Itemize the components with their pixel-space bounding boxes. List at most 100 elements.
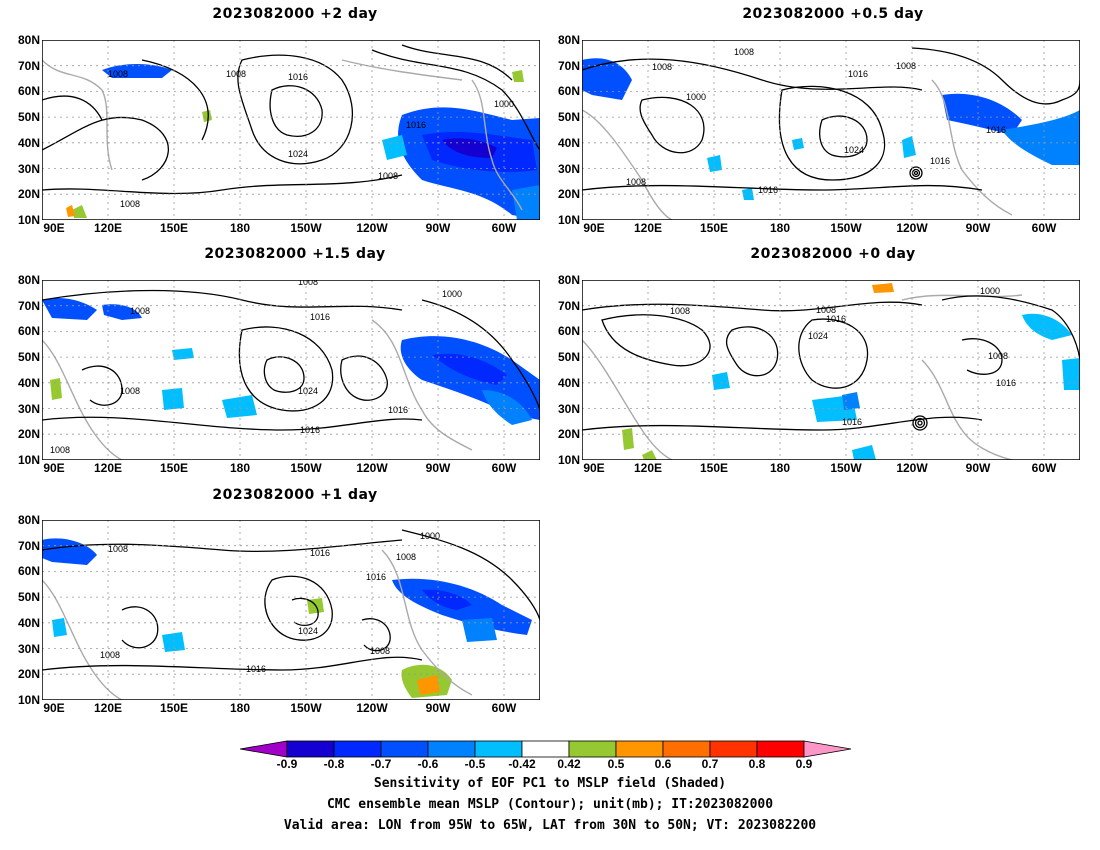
lat-tick-label: 60N bbox=[17, 84, 40, 99]
sensitivity-shading bbox=[582, 58, 1080, 200]
colorbar-swatch bbox=[380, 740, 429, 758]
colorbar-tick-label: -0.7 bbox=[370, 757, 392, 771]
lon-tick-label: 90E bbox=[583, 221, 605, 235]
isobar-label: 1008 bbox=[896, 61, 916, 71]
lat-tick-label: 70N bbox=[557, 298, 580, 313]
colorbar-swatch bbox=[568, 740, 617, 758]
lat-tick-label: 80N bbox=[17, 513, 40, 527]
lon-tick-label: 120E bbox=[93, 701, 123, 715]
lon-tick-label: 180 bbox=[769, 221, 791, 235]
colorbar-swatch bbox=[756, 740, 805, 758]
isobar-label: 1016 bbox=[300, 425, 320, 435]
lat-tick-label: 30N bbox=[17, 161, 40, 176]
lon-tick-label: 60W bbox=[491, 701, 517, 715]
map-panel-plus15: 1008 1016 1000 1008 1024 1016 1016 1008 … bbox=[42, 280, 540, 460]
isobar-label: 1016 bbox=[986, 125, 1006, 135]
lat-tick-label: 60N bbox=[557, 324, 580, 339]
caption-line-1: Sensitivity of EOF PC1 to MSLP field (Sh… bbox=[373, 776, 727, 791]
coastlines bbox=[42, 319, 473, 460]
lon-tick-label: 90W bbox=[425, 701, 451, 715]
isobar-label: 1016 bbox=[996, 378, 1016, 388]
isobar-label: 1016 bbox=[246, 664, 266, 674]
lon-tick-label: 150W bbox=[290, 221, 322, 235]
lon-tick-label: 60W bbox=[1031, 461, 1057, 475]
isobar-label: 1008 bbox=[108, 69, 128, 79]
lat-tick-label: 50N bbox=[557, 110, 580, 125]
lat-tick-label: 60N bbox=[17, 564, 40, 579]
gridlines bbox=[42, 520, 540, 700]
lat-tick-label: 30N bbox=[557, 161, 580, 176]
lon-tick-label: 180 bbox=[229, 221, 251, 235]
isobar-label: 1024 bbox=[808, 331, 828, 341]
isobar-label: 1016 bbox=[930, 156, 950, 166]
panel-title-plus0: 2023082000 +0 day bbox=[750, 246, 916, 262]
panel-title-plus1: 2023082000 +1 day bbox=[212, 487, 378, 503]
lat-tick-label: 80N bbox=[557, 33, 580, 47]
lon-tick-label: 120W bbox=[896, 221, 928, 235]
lon-tick-label: 180 bbox=[769, 461, 791, 475]
isobar-label: 1016 bbox=[406, 120, 426, 130]
isobars bbox=[582, 47, 1080, 191]
lat-tick-label: 20N bbox=[17, 187, 40, 202]
colorbar-swatch bbox=[474, 740, 523, 758]
isobar-label: 1024 bbox=[844, 145, 864, 155]
lat-tick-label: 80N bbox=[557, 273, 580, 287]
lon-tick-label: 90W bbox=[425, 461, 451, 475]
panel-title-plus2: 2023082000 +2 day bbox=[212, 6, 378, 22]
isobar-label: 1016 bbox=[848, 69, 868, 79]
isobar-labels: 1008 1016 1008 1000 1016 1024 1008 1008 … bbox=[100, 531, 440, 674]
colorbar-swatch bbox=[286, 740, 335, 758]
lon-tick-label: 150E bbox=[699, 221, 729, 235]
lon-tick-label: 120W bbox=[356, 701, 388, 715]
isobar-labels: 1008 1008 1008 1000 1016 1016 1024 1016 … bbox=[626, 47, 1006, 195]
lon-tick-label: 60W bbox=[491, 461, 517, 475]
lat-tick-label: 10N bbox=[557, 212, 580, 227]
lon-tick-label: 90E bbox=[43, 461, 65, 475]
isobar-label: 1016 bbox=[310, 548, 330, 558]
map-panel-plus1: 1008 1016 1008 1000 1016 1024 1008 1008 … bbox=[42, 520, 540, 700]
isobar-label: 1008 bbox=[816, 305, 836, 315]
lon-tick-label: 120E bbox=[93, 221, 123, 235]
colorbar-swatch bbox=[427, 740, 476, 758]
isobar-label: 1000 bbox=[494, 99, 514, 109]
lon-tick-label: 60W bbox=[491, 221, 517, 235]
colorbar-swatch bbox=[521, 740, 570, 758]
lat-tick-label: 30N bbox=[17, 401, 40, 416]
lon-tick-label: 150W bbox=[830, 461, 862, 475]
colorbar-tick-label: 0.7 bbox=[701, 757, 719, 771]
lat-tick-label: 50N bbox=[17, 350, 40, 365]
isobar-label: 1008 bbox=[670, 306, 690, 316]
isobar-label: 1016 bbox=[758, 185, 778, 195]
isobar-labels: 1008 1016 1000 1008 1024 1016 1016 1008 bbox=[50, 280, 462, 455]
colorbar-tick-label: 0.9 bbox=[795, 757, 813, 771]
isobars bbox=[42, 289, 540, 431]
lon-tick-label: 90E bbox=[43, 701, 65, 715]
lat-tick-label: 40N bbox=[557, 375, 580, 390]
colorbar-tick-label: 0.42 bbox=[557, 757, 581, 771]
isobar-label: 1016 bbox=[310, 312, 330, 322]
isobar-label: 1016 bbox=[388, 405, 408, 415]
isobar-label: 1008 bbox=[370, 646, 390, 656]
lon-tick-label: 90W bbox=[965, 221, 991, 235]
lat-tick-label: 50N bbox=[17, 590, 40, 605]
isobar-label: 1008 bbox=[396, 552, 416, 562]
lat-tick-label: 50N bbox=[557, 350, 580, 365]
lon-tick-label: 90W bbox=[425, 221, 451, 235]
lat-tick-label: 70N bbox=[17, 298, 40, 313]
isobar-labels: 1008 1008 1016 1000 1016 1024 1008 1008 bbox=[108, 69, 514, 209]
lat-tick-label: 50N bbox=[17, 110, 40, 125]
isobar-label: 1008 bbox=[378, 171, 398, 181]
isobars bbox=[42, 44, 540, 195]
isobar-label: 1024 bbox=[288, 149, 308, 159]
lat-tick-label: 40N bbox=[557, 135, 580, 150]
colorbar-tick-label: 0.8 bbox=[748, 757, 766, 771]
isobar-label: 1008 bbox=[120, 386, 140, 396]
isobar-label: 1008 bbox=[626, 177, 646, 187]
colorbar-tick-label: -0.9 bbox=[276, 757, 298, 771]
gridlines bbox=[42, 40, 540, 220]
lat-tick-label: 70N bbox=[557, 58, 580, 73]
lat-tick-label: 30N bbox=[17, 641, 40, 656]
lon-tick-label: 150E bbox=[159, 701, 189, 715]
caption-line-2: CMC ensemble mean MSLP (Contour); unit(m… bbox=[326, 797, 774, 812]
map-panel-plus05: 1008 1008 1008 1000 1016 1016 1024 1016 … bbox=[582, 40, 1080, 220]
